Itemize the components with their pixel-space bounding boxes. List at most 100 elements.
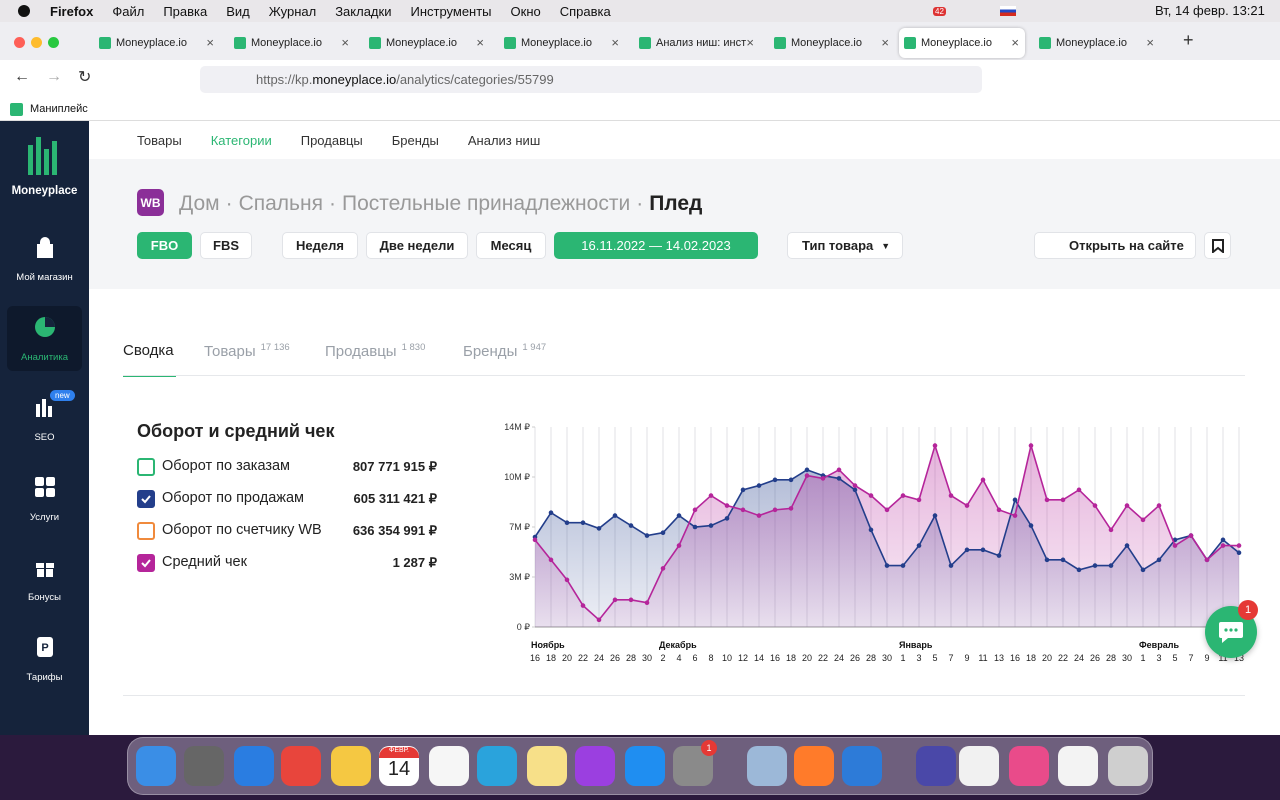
nav-item[interactable]: Анализ ниш [467, 132, 541, 148]
tab-close[interactable]: × [611, 35, 619, 50]
tab-close[interactable]: × [746, 35, 754, 50]
dock-icon[interactable] [234, 746, 274, 786]
tab[interactable]: Moneyplace.io × [94, 28, 220, 58]
checkbox[interactable] [137, 490, 155, 508]
dock-icon[interactable] [281, 746, 321, 786]
sidebar-item[interactable]: Услуги [7, 466, 82, 531]
dock-icon[interactable]: 1 [673, 740, 717, 786]
menu-item[interactable]: Закладки [335, 3, 392, 19]
point [996, 553, 1002, 558]
dock-icon[interactable] [794, 746, 834, 786]
tab-close[interactable]: × [1146, 35, 1154, 50]
dock-icon[interactable] [1009, 746, 1049, 786]
url-domain: moneyplace.io [312, 72, 397, 87]
sidebar-label: Мой магазин [16, 272, 73, 283]
open-site[interactable]: Открыть на сайте [1034, 232, 1196, 259]
dock-icon[interactable] [842, 746, 882, 786]
crumb[interactable]: Дом [179, 192, 220, 215]
tab[interactable]: Moneyplace.io × [364, 28, 490, 58]
subtab-label: Бренды [463, 343, 518, 360]
tab-title: Moneyplace.io [251, 37, 322, 49]
dock-icon[interactable]: ФЕВР. 14 [379, 746, 419, 786]
point [1140, 517, 1146, 523]
address-bar[interactable]: https://kp. moneyplace.io/analytics/categ… [200, 66, 982, 93]
point [996, 507, 1002, 513]
crumb[interactable]: Спальня [238, 192, 323, 215]
subtab[interactable]: Сводка [123, 342, 174, 359]
nav-item[interactable]: Категории [210, 132, 272, 148]
x-tick-label: 11 [978, 653, 987, 663]
crumb[interactable]: Постельные принадлежности [341, 192, 631, 215]
point [1060, 497, 1066, 503]
subtab[interactable]: Бренды 1 947 [463, 342, 546, 360]
menu-item[interactable]: Инструменты [410, 3, 492, 19]
checkbox[interactable] [137, 554, 155, 572]
fbs-button[interactable]: FBS [200, 232, 252, 259]
period-button[interactable]: Две недели [366, 232, 468, 259]
tab-close[interactable]: × [341, 35, 349, 50]
tab[interactable]: Moneyplace.io × [1034, 28, 1160, 58]
tab[interactable]: Moneyplace.io × [229, 28, 355, 58]
dock-icon[interactable] [575, 746, 615, 786]
menu-item[interactable]: Файл [112, 3, 145, 19]
menu-item[interactable]: Справка [559, 3, 611, 19]
dock-icon[interactable] [429, 746, 469, 786]
point [596, 617, 602, 623]
point [724, 503, 730, 508]
menu-item[interactable]: Правка [163, 3, 208, 19]
point [532, 537, 538, 543]
dock-icon[interactable] [747, 746, 787, 786]
month-label: Январь [899, 640, 933, 650]
fbo-button[interactable]: FBO [137, 232, 192, 259]
point [788, 506, 794, 511]
subtab[interactable]: Товары 17 136 [204, 342, 290, 360]
period-button[interactable]: Месяц [476, 232, 546, 259]
tab-close[interactable]: × [206, 35, 214, 50]
bookmark-button[interactable] [1204, 232, 1231, 259]
sidebar-item[interactable]: P Тарифы [7, 626, 82, 691]
tab-close[interactable]: × [476, 35, 484, 50]
dock-icon[interactable] [1108, 746, 1148, 786]
month-label: Декабрь [659, 640, 697, 650]
menu-item[interactable]: Журнал [268, 3, 317, 19]
dock-icon[interactable] [184, 746, 224, 786]
dock-icon[interactable] [1058, 746, 1098, 786]
dock-icon[interactable] [625, 746, 665, 786]
x-tick-label: 24 [1074, 653, 1084, 663]
sidebar-item[interactable]: Аналитика [7, 306, 82, 371]
tab-close[interactable]: × [1011, 35, 1019, 50]
app-name[interactable]: Firefox [50, 3, 94, 19]
tab[interactable]: Moneyplace.io × [769, 28, 895, 58]
dock-icon[interactable] [136, 746, 176, 786]
dock-icon[interactable] [477, 746, 517, 786]
chat-button[interactable]: 1 [1205, 600, 1258, 658]
menu-item[interactable]: Вид [226, 3, 250, 19]
nav-item[interactable]: Продавцы [300, 132, 363, 148]
period-button[interactable]: Неделя [282, 232, 358, 259]
nav-item[interactable]: Товары [137, 132, 182, 148]
dock-icon[interactable] [527, 746, 567, 786]
dock-icon[interactable] [959, 746, 999, 786]
sidebar-item[interactable]: Мой магазин [7, 226, 82, 291]
sidebar-item[interactable]: Бонусы [7, 546, 82, 611]
x-tick-label: 24 [594, 653, 604, 663]
x-tick-label: 3 [1156, 653, 1161, 663]
subtab[interactable]: Продавцы 1 830 [325, 342, 425, 360]
tab[interactable]: Анализ ниш: инст × [634, 28, 760, 58]
tab-close[interactable]: × [881, 35, 889, 50]
tab[interactable]: Moneyplace.io × [499, 28, 625, 58]
checkbox[interactable] [137, 522, 155, 540]
dock-icon[interactable] [331, 746, 371, 786]
menu-item[interactable]: Окно [510, 3, 541, 19]
dock-icon[interactable] [916, 746, 956, 786]
x-tick-label: 30 [642, 653, 652, 663]
type-select[interactable]: Тип товара ▼ [787, 232, 903, 259]
x-tick-label: 28 [626, 653, 636, 663]
bookmark[interactable]: Маниплейс [30, 103, 88, 115]
sidebar-item[interactable]: SEO new [7, 386, 82, 451]
tab[interactable]: Moneyplace.io × [899, 28, 1025, 58]
checkbox[interactable] [137, 458, 155, 476]
x-tick-label: 28 [866, 653, 876, 663]
nav-item[interactable]: Бренды [391, 132, 439, 148]
date-range[interactable]: 16.11.2022 — 14.02.2023 [554, 232, 758, 259]
